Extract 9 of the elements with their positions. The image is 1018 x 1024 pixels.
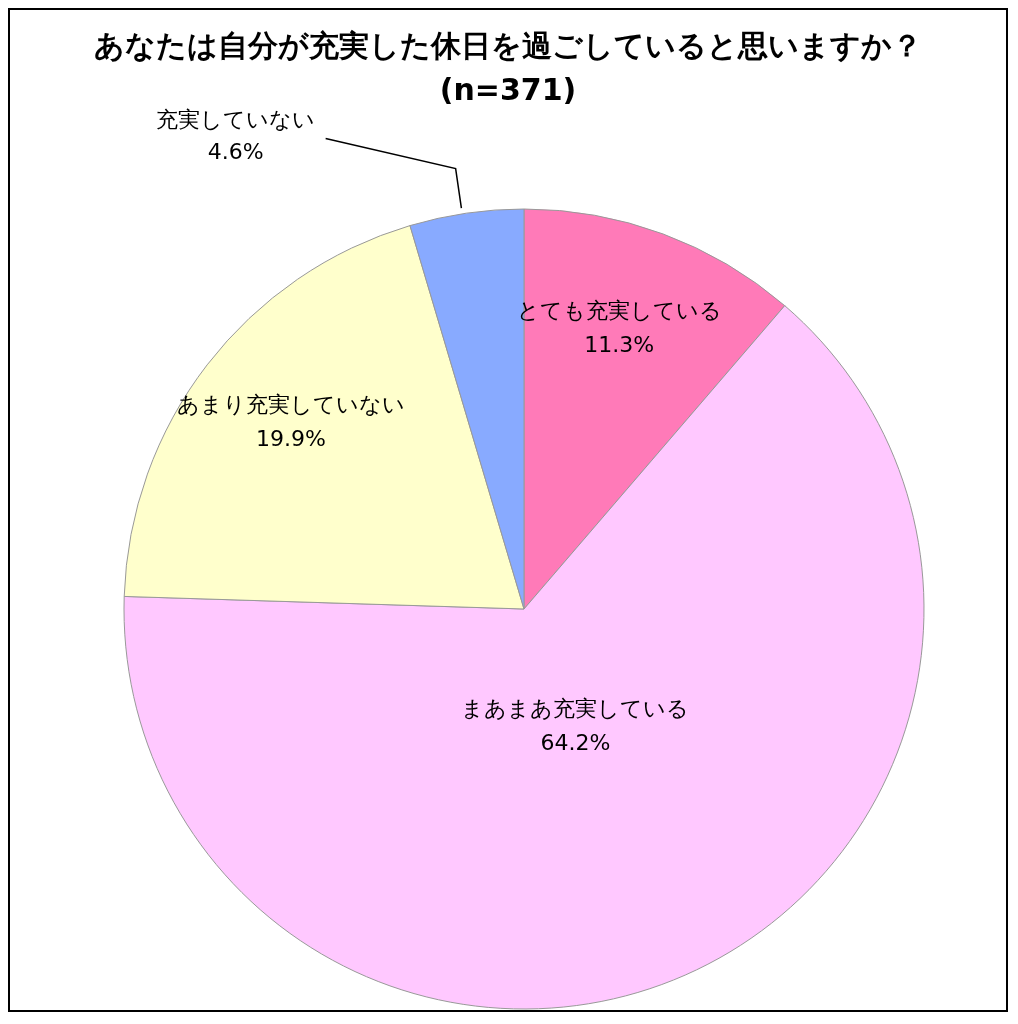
- data-label: 4.6%: [207, 138, 264, 164]
- slice-label: 充実していない: [156, 106, 316, 132]
- slice-label: とても充実している: [516, 297, 722, 323]
- data-label: 11.3%: [584, 331, 655, 357]
- data-label: 19.9%: [255, 426, 326, 452]
- slice-label: まあまあ充実している: [461, 696, 690, 722]
- slice-label: あまり充実していない: [176, 392, 405, 418]
- data-label: 64.2%: [540, 730, 611, 756]
- chart-title: あなたは自分が充実した休日を過ごしていると思いますか？(n=371): [94, 28, 922, 107]
